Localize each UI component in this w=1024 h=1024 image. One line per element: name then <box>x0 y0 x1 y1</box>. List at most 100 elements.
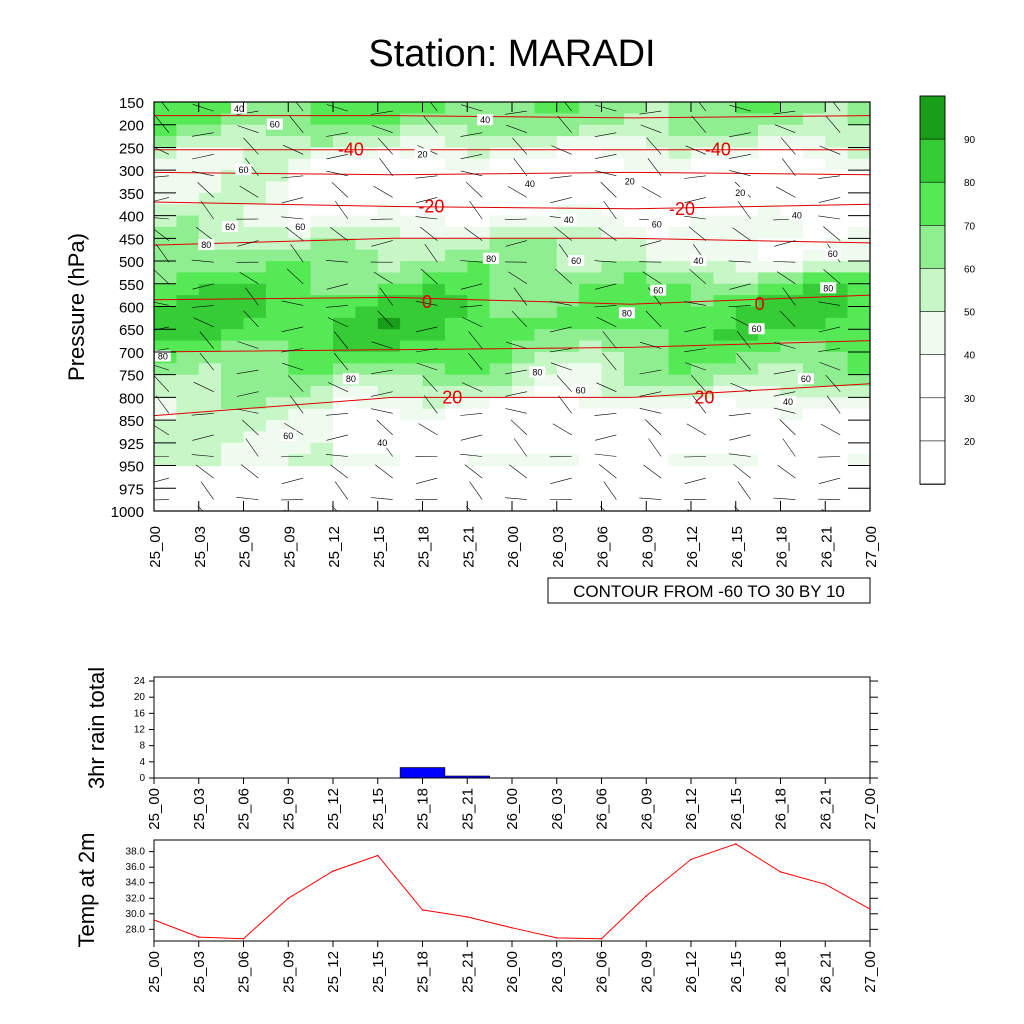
humidity-cell <box>758 283 782 296</box>
humidity-cell <box>601 363 625 376</box>
humidity-cell <box>221 386 245 398</box>
temperature-contour-line <box>154 383 870 417</box>
humidity-cell <box>735 272 759 285</box>
humidity-cell <box>400 295 424 308</box>
humidity-cell <box>713 238 737 251</box>
humidity-cell <box>512 317 535 330</box>
wind-barb <box>325 305 348 308</box>
wind-barb <box>460 305 483 308</box>
humidity-cell <box>333 181 356 194</box>
humidity-cell <box>310 329 334 342</box>
humidity-cell <box>780 351 804 364</box>
humidity-cell <box>355 204 379 217</box>
humidity-cell <box>400 408 424 421</box>
wind-barb <box>422 375 438 392</box>
wind-barb <box>240 464 259 479</box>
humidity-cell <box>668 295 692 308</box>
humidity-cell <box>668 317 692 330</box>
humidity-cell <box>534 215 558 228</box>
time-tick-label: 25_15 <box>371 526 388 568</box>
humidity-cell <box>288 329 312 342</box>
humidity-cell <box>623 397 647 410</box>
humidity-cell <box>668 147 692 160</box>
wind-barb <box>236 497 259 500</box>
humidity-cell <box>780 181 804 194</box>
time-tick-label: 26_03 <box>549 788 566 830</box>
humidity-cell <box>691 238 714 251</box>
humidity-cell <box>243 238 267 251</box>
humidity-cell <box>243 272 267 285</box>
humidity-cell <box>668 374 692 387</box>
time-tick-label: 25_09 <box>280 951 297 993</box>
humidity-cell <box>243 102 267 114</box>
humidity-cell <box>467 272 491 285</box>
humidity-cell <box>758 158 782 171</box>
humidity-cell <box>646 397 670 410</box>
humidity-cell <box>288 283 312 296</box>
humidity-cell <box>154 283 177 296</box>
time-tick-label: 26_18 <box>774 526 791 568</box>
humidity-cell <box>198 295 222 308</box>
humidity-cell <box>467 158 491 171</box>
humidity-cell <box>623 295 647 308</box>
humidity-cell <box>579 340 603 353</box>
colorbar-label: 40 <box>964 351 976 362</box>
y-tick-label: 36.0 <box>126 862 146 873</box>
pressure-tick-label: 250 <box>119 140 144 157</box>
humidity-cell <box>198 158 222 171</box>
rh-contour-label: 40 <box>234 104 244 114</box>
humidity-cell <box>668 227 692 239</box>
wind-barb <box>282 362 304 371</box>
humidity-cell <box>847 113 870 126</box>
humidity-cell <box>579 329 603 342</box>
humidity-cell <box>400 340 424 353</box>
wind-barb <box>192 434 214 441</box>
rh-label-bg <box>690 255 707 267</box>
humidity-cell <box>601 283 625 296</box>
humidity-cell <box>512 442 535 455</box>
wind-barb <box>282 144 304 155</box>
humidity-cell <box>176 408 200 421</box>
humidity-cell <box>713 431 737 444</box>
time-tick-label: 26_12 <box>683 951 700 993</box>
humidity-cell <box>355 408 379 421</box>
temperature-contour-label: 20 <box>694 387 714 407</box>
wind-barb <box>424 395 438 414</box>
humidity-cell <box>758 272 782 285</box>
wind-barb <box>155 395 170 414</box>
humidity-cell <box>601 397 625 410</box>
humidity-cell <box>377 340 401 353</box>
wind-barb <box>376 419 393 436</box>
time-tick-label: 26_15 <box>728 788 745 830</box>
wind-barb <box>736 353 751 371</box>
humidity-cell <box>400 329 424 342</box>
humidity-cell <box>288 249 312 262</box>
humidity-cell <box>243 147 267 160</box>
humidity-cell <box>534 454 558 467</box>
y-tick-label: 28.0 <box>126 924 146 935</box>
time-tick-label: 25_06 <box>236 788 253 830</box>
humidity-cell <box>802 420 826 433</box>
humidity-cell <box>601 215 625 228</box>
wind-barb <box>154 499 169 501</box>
humidity-cell <box>489 454 513 467</box>
wind-barb <box>290 244 304 263</box>
humidity-cell <box>735 102 759 114</box>
humidity-cell <box>467 317 491 330</box>
humidity-cell <box>534 442 558 455</box>
humidity-cell <box>265 374 289 387</box>
wind-barb <box>460 132 483 137</box>
rh-contour-label: 40 <box>480 115 490 125</box>
y-tick-label: 8 <box>139 741 145 752</box>
wind-barb <box>780 137 796 155</box>
wind-barb <box>199 331 214 349</box>
humidity-cell <box>355 295 379 308</box>
humidity-cell <box>534 261 558 274</box>
colorbar-swatch <box>919 181 946 227</box>
humidity-cell <box>802 454 826 467</box>
humidity-cell <box>556 340 580 353</box>
wind-barb <box>598 227 617 241</box>
humidity-cell <box>713 181 737 194</box>
time-tick-label: 25_21 <box>459 788 476 830</box>
humidity-cell <box>579 170 603 183</box>
